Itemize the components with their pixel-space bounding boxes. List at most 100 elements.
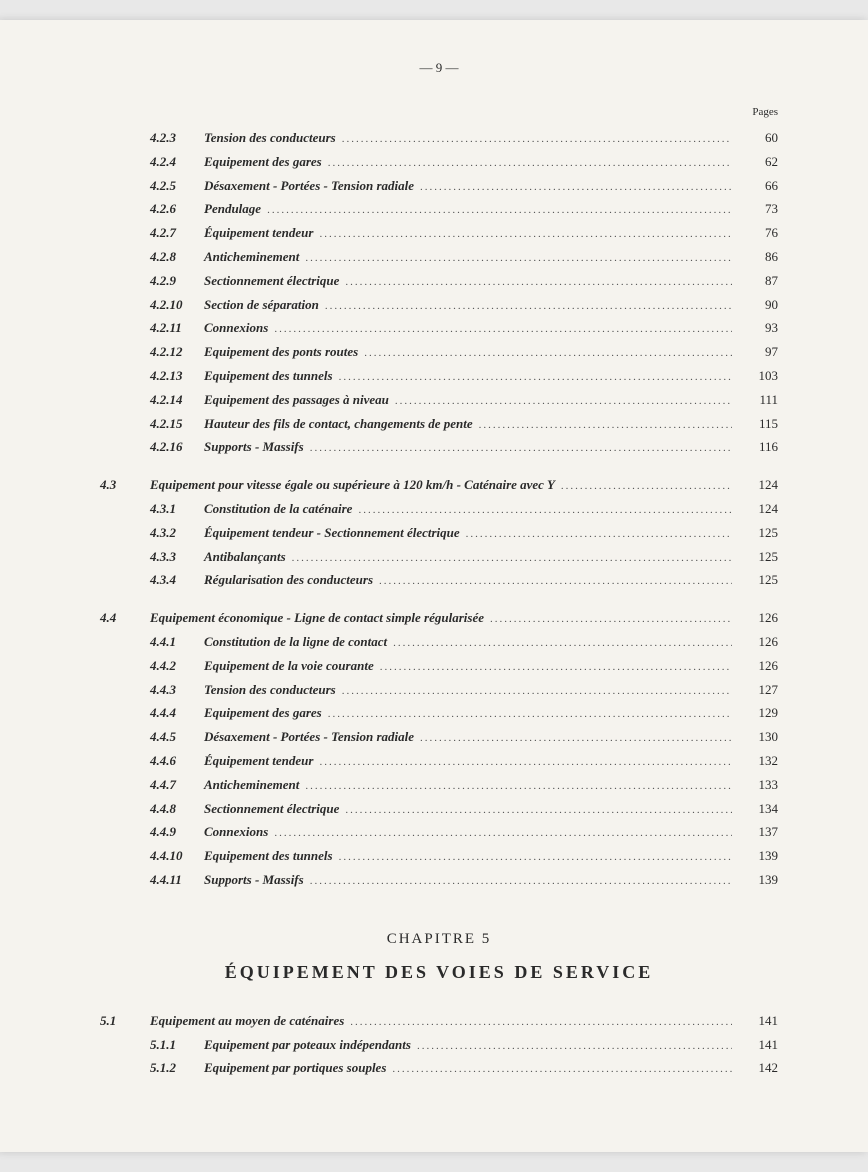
toc-entry-page: 125 xyxy=(738,523,778,544)
section-spacer xyxy=(100,594,778,608)
toc-entry-page: 93 xyxy=(738,318,778,339)
toc-entry: 4.2.16Supports - Massifs................… xyxy=(100,437,778,458)
toc-leader-dots: ........................................… xyxy=(319,226,732,244)
toc-entry-number: 4.3.1 xyxy=(150,499,204,520)
toc-leader-dots: ........................................… xyxy=(328,706,732,724)
toc-entry: 4.4.1Constitution de la ligne de contact… xyxy=(100,632,778,653)
toc-entry-number: 4.4.5 xyxy=(150,727,204,748)
toc-entry-number: 4.3.4 xyxy=(150,570,204,591)
toc-entry-title: Equipement des gares xyxy=(204,703,322,724)
toc-leader-dots: ........................................… xyxy=(325,298,732,316)
toc-entry: 4.4.9Connexions.........................… xyxy=(100,822,778,843)
toc-leader-dots: ........................................… xyxy=(342,683,732,701)
toc-leader-dots: ........................................… xyxy=(274,321,732,339)
toc-entry: 5.1.1Equipement par poteaux indépendants… xyxy=(100,1035,778,1056)
toc-entry-title: Equipement par portiques souples xyxy=(204,1058,386,1079)
toc-entry: 4.2.14Equipement des passages à niveau..… xyxy=(100,390,778,411)
document-page: — 9 — Pages 4.2.3Tension des conducteurs… xyxy=(0,20,868,1152)
toc-entry-title: Constitution de la caténaire xyxy=(204,499,352,520)
toc-entry-number: 4.2.12 xyxy=(150,342,204,363)
toc-entry: 4.4.11Supports - Massifs................… xyxy=(100,870,778,891)
toc-entry-title: Équipement tendeur xyxy=(204,223,313,244)
toc-entry-page: 111 xyxy=(738,390,778,411)
toc-entry-number: 4.2.6 xyxy=(150,199,204,220)
toc-leader-dots: ........................................… xyxy=(319,754,732,772)
toc-entry-number: 4.3 xyxy=(100,475,150,496)
toc-entry-page: 103 xyxy=(738,366,778,387)
toc-entry-title: Anticheminement xyxy=(204,775,299,796)
toc-entry-title: Equipement des tunnels xyxy=(204,846,333,867)
toc-leader-dots: ........................................… xyxy=(310,440,732,458)
toc-leader-dots: ........................................… xyxy=(305,250,732,268)
toc-entry-page: 116 xyxy=(738,437,778,458)
toc-entry-title: Supports - Massifs xyxy=(204,437,304,458)
toc-leader-dots: ........................................… xyxy=(420,730,732,748)
toc-entry: 4.4.2Equipement de la voie courante.....… xyxy=(100,656,778,677)
toc-entry-page: 133 xyxy=(738,775,778,796)
toc-entry: 4.2.11Connexions........................… xyxy=(100,318,778,339)
toc-leader-dots: ........................................… xyxy=(345,802,732,820)
toc-entry-page: 73 xyxy=(738,199,778,220)
toc-entry-title: Tension des conducteurs xyxy=(204,128,336,149)
toc-leader-dots: ........................................… xyxy=(358,502,732,520)
toc-leader-dots: ........................................… xyxy=(364,345,732,363)
toc-entry-title: Hauteur des fils de contact, changements… xyxy=(204,414,473,435)
toc-entry-number: 4.4.3 xyxy=(150,680,204,701)
toc-entry: 4.4Equipement économique - Ligne de cont… xyxy=(100,608,778,629)
toc-leader-dots: ........................................… xyxy=(420,179,732,197)
page-number: — 9 — xyxy=(100,60,778,76)
toc-entry-number: 4.2.13 xyxy=(150,366,204,387)
toc-entry-number: 5.1.1 xyxy=(150,1035,204,1056)
toc-entry-title: Equipement des ponts routes xyxy=(204,342,358,363)
toc-entry-page: 86 xyxy=(738,247,778,268)
toc-entry: 4.2.5Désaxement - Portées - Tension radi… xyxy=(100,176,778,197)
toc-entry-number: 4.4.2 xyxy=(150,656,204,677)
toc-entry-number: 4.2.11 xyxy=(150,318,204,339)
toc-entry-title: Équipement tendeur xyxy=(204,751,313,772)
toc-entry: 4.4.3Tension des conducteurs............… xyxy=(100,680,778,701)
toc-entry-page: 139 xyxy=(738,846,778,867)
toc-entry-number: 4.2.16 xyxy=(150,437,204,458)
toc-entry-page: 134 xyxy=(738,799,778,820)
toc-entry-page: 124 xyxy=(738,475,778,496)
toc-leader-dots: ........................................… xyxy=(339,849,732,867)
toc-entry-page: 125 xyxy=(738,547,778,568)
toc-entry-title: Equipement au moyen de caténaires xyxy=(150,1011,344,1032)
toc-entry-number: 4.4.1 xyxy=(150,632,204,653)
toc-entry-page: 137 xyxy=(738,822,778,843)
toc-entry: 4.4.5Désaxement - Portées - Tension radi… xyxy=(100,727,778,748)
pages-column-label: Pages xyxy=(100,106,778,118)
toc-entry-number: 4.4.7 xyxy=(150,775,204,796)
toc-entry-page: 141 xyxy=(738,1011,778,1032)
toc-entry-title: Pendulage xyxy=(204,199,261,220)
toc-entry-number: 4.2.3 xyxy=(150,128,204,149)
toc-entry-number: 4.2.10 xyxy=(150,295,204,316)
toc-entry-page: 115 xyxy=(738,414,778,435)
toc-entry-title: Section de séparation xyxy=(204,295,319,316)
toc-entry-page: 129 xyxy=(738,703,778,724)
toc-entry-title: Equipement des gares xyxy=(204,152,322,173)
toc-entry-page: 130 xyxy=(738,727,778,748)
toc-leader-dots: ........................................… xyxy=(395,393,732,411)
toc-entry-page: 139 xyxy=(738,870,778,891)
toc-entry: 4.2.7Équipement tendeur.................… xyxy=(100,223,778,244)
toc-entry: 4.2.12Equipement des ponts routes.......… xyxy=(100,342,778,363)
toc-leader-dots: ........................................… xyxy=(267,202,732,220)
toc-entry: 4.3.2Équipement tendeur - Sectionnement … xyxy=(100,523,778,544)
toc-leader-dots: ........................................… xyxy=(305,778,732,796)
toc-entry-title: Supports - Massifs xyxy=(204,870,304,891)
toc-entry-number: 4.2.4 xyxy=(150,152,204,173)
toc-entry-title: Régularisation des conducteurs xyxy=(204,570,373,591)
toc-entry: 4.4.10Equipement des tunnels............… xyxy=(100,846,778,867)
toc-leader-dots: ........................................… xyxy=(274,825,732,843)
toc-entry-title: Équipement tendeur - Sectionnement élect… xyxy=(204,523,460,544)
toc-entry-page: 87 xyxy=(738,271,778,292)
toc-entry: 4.2.10Section de séparation.............… xyxy=(100,295,778,316)
toc-entry-title: Equipement économique - Ligne de contact… xyxy=(150,608,484,629)
toc-leader-dots: ........................................… xyxy=(345,274,732,292)
toc-leader-dots: ........................................… xyxy=(490,611,732,629)
toc-leader-dots: ........................................… xyxy=(339,369,732,387)
toc-entry-title: Connexions xyxy=(204,318,268,339)
toc-entry: 4.4.8Sectionnement électrique...........… xyxy=(100,799,778,820)
section-spacer xyxy=(100,461,778,475)
